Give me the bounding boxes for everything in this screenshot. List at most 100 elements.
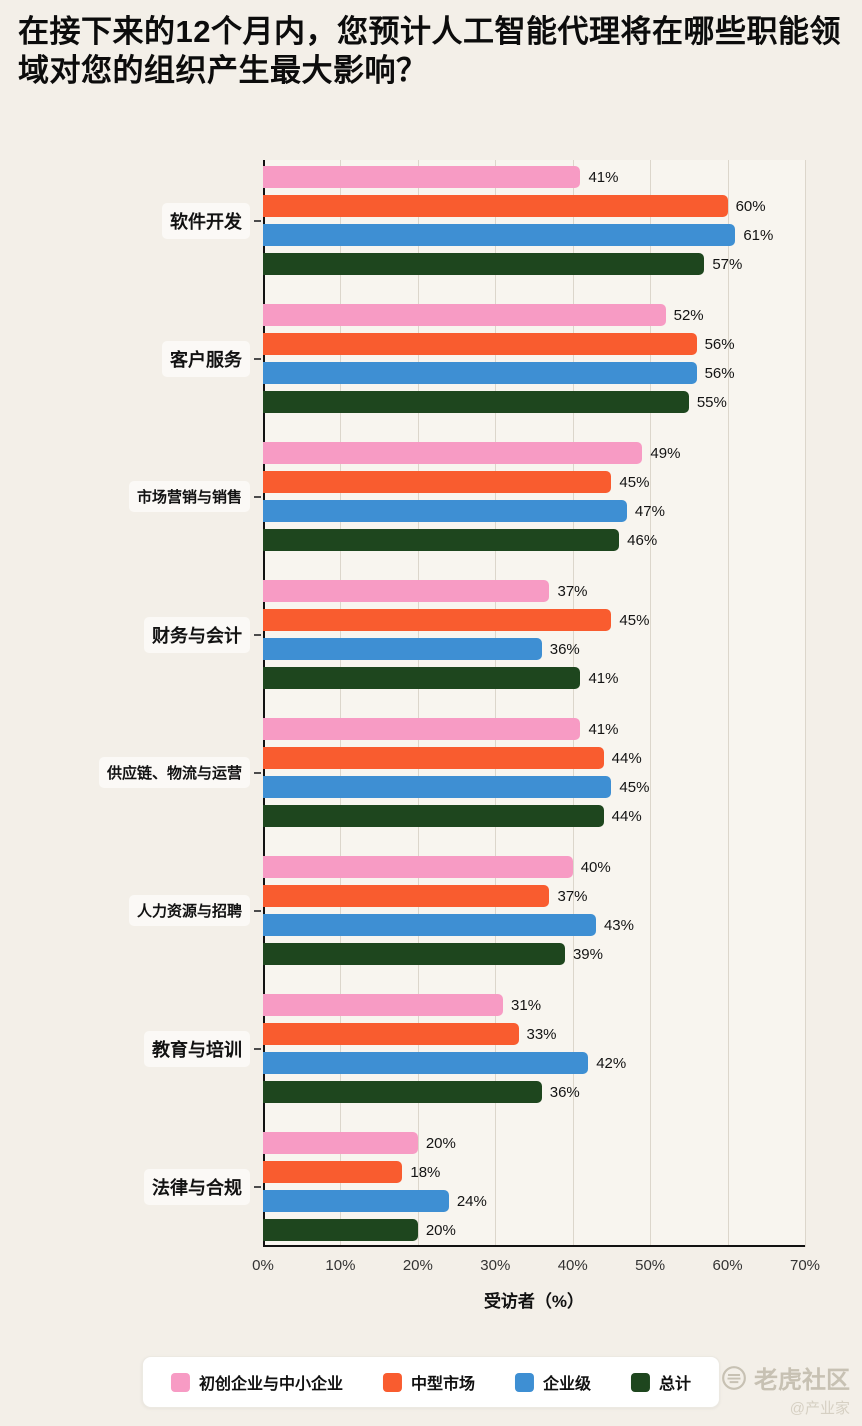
bar-segment — [263, 1132, 418, 1155]
category-bars: 37% 45% 36% 41% — [254, 580, 862, 690]
bar-row: 36% — [263, 1081, 862, 1104]
bar-segment — [263, 638, 542, 661]
bar-row: 33% — [263, 1023, 862, 1046]
gridline — [650, 160, 652, 1248]
x-tick-label: 10% — [325, 1257, 356, 1275]
legend-label: 企业级 — [543, 1376, 592, 1393]
bar-value-label: 45% — [619, 611, 650, 629]
bar-row: 40% — [263, 856, 862, 879]
bar-segment — [263, 471, 612, 494]
bar-value-label: 33% — [526, 1025, 557, 1043]
gridline — [495, 160, 497, 1248]
watermark: 老虎社区 @产业家 — [721, 1360, 850, 1418]
bar-row: 41% — [263, 166, 862, 189]
bar-segment — [263, 609, 612, 632]
category-label: 教育与培训 — [144, 1030, 250, 1067]
bar-row: 44% — [263, 805, 862, 828]
bar-segment — [263, 943, 565, 966]
bar-value-label: 49% — [650, 444, 681, 462]
bar-row: 37% — [263, 885, 862, 908]
gridline — [572, 160, 574, 1248]
bar-segment — [263, 994, 504, 1017]
bar-row: 39% — [263, 943, 862, 966]
legend-swatch — [515, 1372, 534, 1392]
category-label-cell: 软件开发 — [0, 202, 263, 239]
bar-value-label: 46% — [627, 531, 658, 549]
legend-label: 初创企业与中小企业 — [198, 1376, 343, 1393]
bar-value-label: 20% — [425, 1134, 456, 1152]
legend-label: 中型市场 — [410, 1376, 475, 1393]
bar-row: 45% — [263, 609, 862, 632]
x-tick-label: 20% — [402, 1257, 433, 1275]
category-label-cell: 教育与培训 — [0, 1030, 263, 1067]
bar-row: 44% — [263, 747, 862, 770]
bar-value-label: 40% — [580, 858, 611, 876]
bar-segment — [263, 253, 705, 276]
bar-segment — [263, 442, 643, 465]
x-axis-label: 受访者（%） — [483, 1292, 585, 1312]
bar-segment — [263, 885, 550, 908]
bar-segment — [263, 333, 697, 356]
bar-value-label: 37% — [557, 887, 588, 905]
bar-value-label: 44% — [611, 749, 642, 767]
bar-value-label: 60% — [735, 197, 766, 215]
bar-value-label: 52% — [673, 306, 704, 324]
category-bars: 49% 45% 47% 46% — [254, 442, 862, 552]
bar-value-label: 56% — [704, 364, 735, 382]
category-bars: 41% 44% 45% 44% — [254, 718, 862, 828]
bar-segment — [263, 1052, 589, 1075]
bar-value-label: 47% — [634, 502, 665, 520]
bar-row: 57% — [263, 253, 862, 276]
bar-value-label: 55% — [696, 393, 727, 411]
bar-segment — [263, 529, 620, 552]
bar-value-label: 42% — [596, 1054, 627, 1072]
bar-row: 20% — [263, 1132, 862, 1155]
chart-title: 在接下来的12个月内，您预计人工智能代理将在哪些职能领域对您的组织产生最大影响？ — [18, 14, 841, 89]
bar-value-label: 24% — [456, 1192, 487, 1210]
legend-item: 初创企业与中小企业 — [170, 1370, 343, 1394]
bar-row: 55% — [263, 391, 862, 414]
bar-row: 43% — [263, 914, 862, 937]
category-label: 客户服务 — [162, 340, 250, 377]
legend-label: 总计 — [659, 1376, 692, 1393]
legend-swatch — [382, 1372, 402, 1392]
bar-row: 45% — [263, 776, 862, 799]
category-label-cell: 市场营销与销售 — [0, 481, 263, 513]
bar-value-label: 37% — [557, 582, 588, 600]
bar-segment — [263, 1081, 542, 1104]
category-bars: 52% 56% 56% 55% — [254, 304, 862, 414]
chart-category-group: 财务与会计 37% 45% 36% 41% — [0, 580, 862, 690]
category-label: 软件开发 — [162, 202, 250, 239]
legend: 初创企业与中小企业 中型市场 企业级 总计 — [141, 1356, 721, 1408]
bar-value-label: 56% — [704, 335, 735, 353]
bar-value-label: 43% — [603, 916, 634, 934]
bar-row: 49% — [263, 442, 862, 465]
x-axis-ticks: 0% 10% 20% 30% 40% 50% 60% 70% — [252, 1247, 820, 1275]
gridline — [417, 160, 419, 1248]
bar-segment — [263, 304, 666, 327]
category-label: 供应链、物流与运营 — [98, 757, 250, 789]
legend-item: 总计 — [631, 1370, 691, 1394]
plot-region: 软件开发 41% 60% 61% 57% 客户服务 52% 56% 56% 55% 市场营销与销售 4… — [0, 160, 862, 1248]
bar-value-label: 61% — [743, 226, 774, 244]
bar-value-label: 41% — [588, 168, 619, 186]
watermark-brand: 老虎社区 — [754, 1367, 850, 1394]
bar-segment — [263, 747, 604, 770]
category-label-cell: 财务与会计 — [0, 616, 263, 653]
bar-groups: 软件开发 41% 60% 61% 57% 客户服务 52% 56% 56% 55% 市场营销与销售 4… — [0, 160, 862, 1247]
x-tick-label: 70% — [789, 1257, 821, 1275]
bar-segment — [263, 718, 581, 741]
chart-category-group: 教育与培训 31% 33% 42% 36% — [0, 994, 862, 1104]
bar-segment — [263, 1023, 519, 1046]
category-label-cell: 法律与合规 — [0, 1168, 263, 1205]
bar-segment — [263, 362, 697, 385]
x-tick-label: 60% — [712, 1257, 743, 1275]
bar-segment — [263, 166, 581, 189]
watermark-handle: @产业家 — [789, 1400, 850, 1417]
bar-value-label: 18% — [410, 1163, 441, 1181]
category-bars: 20% 18% 24% 20% — [254, 1132, 862, 1242]
bar-segment — [263, 776, 612, 799]
bar-segment — [263, 391, 689, 414]
x-axis-line — [263, 1245, 805, 1248]
